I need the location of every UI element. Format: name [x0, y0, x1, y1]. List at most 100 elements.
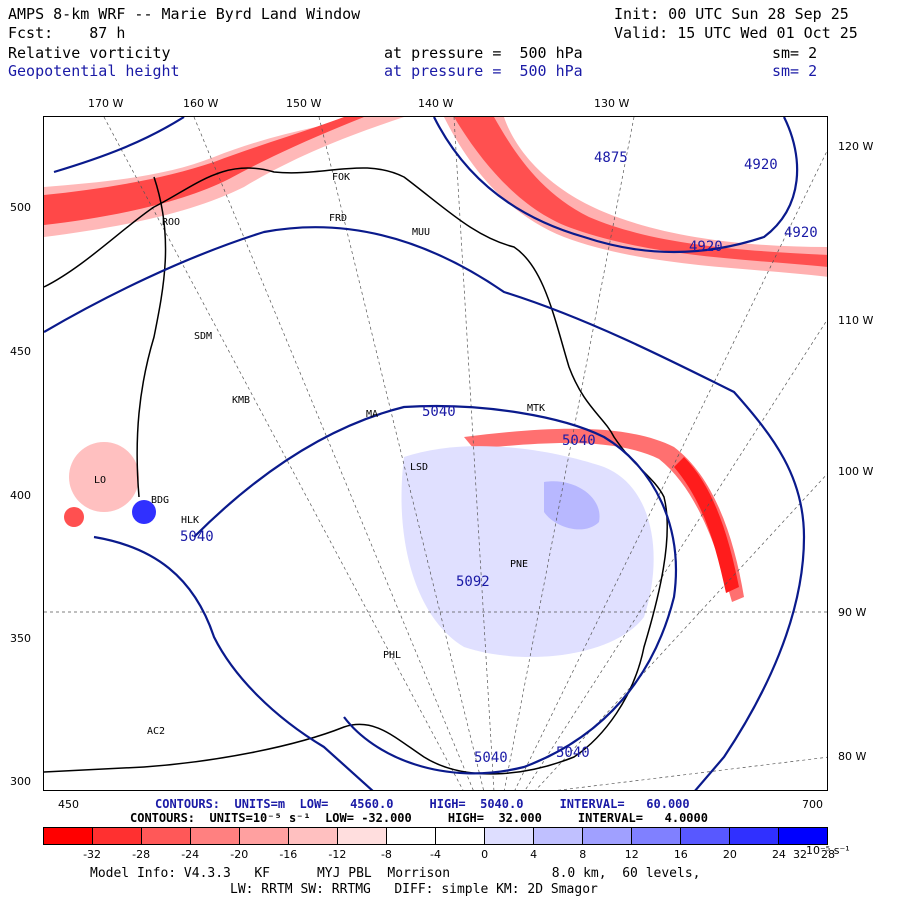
colorbar-swatch: [93, 828, 142, 844]
vorticity-band-positive: [454, 117, 827, 267]
vorticity-band-positive: [674, 457, 739, 593]
left-y-label: 400: [10, 489, 31, 502]
colorbar-tick-label: 16: [673, 848, 688, 861]
left-y-label: 350: [10, 632, 31, 645]
coastline: [136, 176, 167, 498]
field2-level: at pressure = 500 hPa: [384, 62, 583, 80]
top-lon-label: 130 W: [594, 97, 630, 110]
right-lon-label: 110 W: [838, 314, 874, 327]
colorbar-tick-label: -16: [279, 848, 298, 861]
station-label: FRD: [329, 213, 348, 224]
colorbar-swatch: [436, 828, 485, 844]
right-lon-label: 120 W: [838, 140, 874, 153]
height-contour-label: 4920: [744, 157, 778, 173]
right-lon-label: 90 W: [838, 606, 867, 619]
station-label: LSD: [410, 462, 429, 473]
vorticity-contour-info: CONTOURS: UNITS=10⁻⁵ s⁻¹ LOW= -32.000 HI…: [130, 811, 708, 825]
bottom-x-label: 700: [802, 798, 823, 811]
height-contour-label: 4920: [689, 239, 723, 255]
colorbar-tick-label: 4: [530, 848, 538, 861]
height-contour-label: 5040: [422, 404, 456, 420]
colorbar-tick-label: 8: [579, 848, 587, 861]
colorbar-swatch: [338, 828, 387, 844]
station-label: AC2: [147, 726, 166, 737]
colorbar-swatch: [387, 828, 436, 844]
left-y-label: 450: [10, 345, 31, 358]
height-contour-label: 5040: [180, 529, 214, 545]
height-contour-label: 5040: [556, 745, 590, 761]
colorbar-swatch: [779, 828, 827, 844]
vorticity-band-positive: [44, 117, 364, 225]
colorbar-unit: 10⁻⁵ s⁻¹: [806, 844, 850, 857]
field2-smoothing: sm= 2: [772, 62, 818, 80]
vorticity-band-positive: [464, 428, 744, 602]
map-panel: ROO FRD MUU FOK SDM KMB MA MTK LSD HLK P…: [43, 116, 828, 791]
left-y-label: 500: [10, 201, 31, 214]
vorticity-spot: [64, 507, 84, 527]
colorbar-tick-label: 24: [771, 848, 786, 861]
height-contour-info: CONTOURS: UNITS=m LOW= 4560.0 HIGH= 5040…: [155, 797, 690, 811]
vorticity-region-negative: [401, 446, 654, 657]
height-contour-label: 5040: [474, 750, 508, 766]
colorbar-tick-label: -28: [132, 848, 151, 861]
top-lon-label: 140 W: [418, 97, 454, 110]
colorbar-tick-label: -12: [328, 848, 347, 861]
station-label: LO: [94, 475, 107, 486]
right-lon-label: 100 W: [838, 465, 874, 478]
colorbar-tick-label: 28: [821, 848, 835, 861]
init-time: Init: 00 UTC Sun 28 Sep 25: [614, 5, 849, 23]
model-info: Model Info: V4.3.3 KF MYJ PBL Morrison 8…: [90, 866, 701, 881]
colorbar-swatch: [289, 828, 338, 844]
plot-title: AMPS 8-km WRF -- Marie Byrd Land Window: [8, 5, 361, 23]
top-lon-label: 170 W: [88, 97, 124, 110]
colorbar-swatch: [44, 828, 93, 844]
vorticity-region-negative: [544, 481, 600, 530]
height-contours: [44, 117, 806, 790]
field1-smoothing: sm= 2: [772, 44, 818, 62]
station-label: MUU: [412, 227, 431, 238]
station-label: MTK: [527, 403, 546, 414]
colorbar-swatch: [534, 828, 583, 844]
map-svg: [44, 117, 827, 790]
top-lon-label: 160 W: [183, 97, 219, 110]
right-lon-label: 80 W: [838, 750, 867, 763]
station-label: BDG: [151, 495, 170, 506]
station-label: PHL: [383, 650, 402, 661]
vorticity-spot: [69, 442, 139, 512]
colorbar-swatch: [632, 828, 681, 844]
colorbar-swatch: [142, 828, 191, 844]
height-contour-label: 4875: [594, 150, 628, 166]
colorbar-swatch: [583, 828, 632, 844]
field1-level: at pressure = 500 hPa: [384, 44, 583, 62]
valid-time: Valid: 15 UTC Wed 01 Oct 25: [614, 24, 858, 42]
field1-name: Relative vorticity: [8, 44, 171, 62]
station-label: PNE: [510, 559, 529, 570]
colorbar-tick-label: -32: [83, 848, 102, 861]
bottom-x-label: 450: [58, 798, 79, 811]
colorbar-tick-label: 32: [793, 848, 807, 861]
station-label: HLK: [181, 515, 200, 526]
height-contour-label: 5092: [456, 574, 490, 590]
colorbar-tick-label: -4: [430, 848, 441, 861]
colorbar-swatch: [681, 828, 730, 844]
station-label: ROO: [162, 217, 181, 228]
station-label: FOK: [332, 172, 351, 183]
colorbar-tick-label: -20: [230, 848, 249, 861]
colorbar-swatch: [485, 828, 534, 844]
colorbar-tick-label: 12: [624, 848, 639, 861]
forecast-hour: Fcst: 87 h: [8, 24, 126, 42]
station-label: MA: [366, 409, 379, 420]
top-lon-label: 150 W: [286, 97, 322, 110]
physics-info: LW: RRTM SW: RRTMG DIFF: simple KM: 2D S…: [230, 882, 598, 897]
colorbar: [43, 827, 828, 845]
colorbar-tick-label: 0: [481, 848, 489, 861]
colorbar-swatch: [240, 828, 289, 844]
height-contour-label: 5040: [562, 433, 596, 449]
colorbar-swatch: [730, 828, 779, 844]
colorbar-tick-label: -24: [181, 848, 200, 861]
left-y-label: 300: [10, 775, 31, 788]
vorticity-spot: [132, 500, 156, 524]
height-contour-label: 4920: [784, 225, 818, 241]
colorbar-swatch: [191, 828, 240, 844]
station-label: SDM: [194, 331, 213, 342]
